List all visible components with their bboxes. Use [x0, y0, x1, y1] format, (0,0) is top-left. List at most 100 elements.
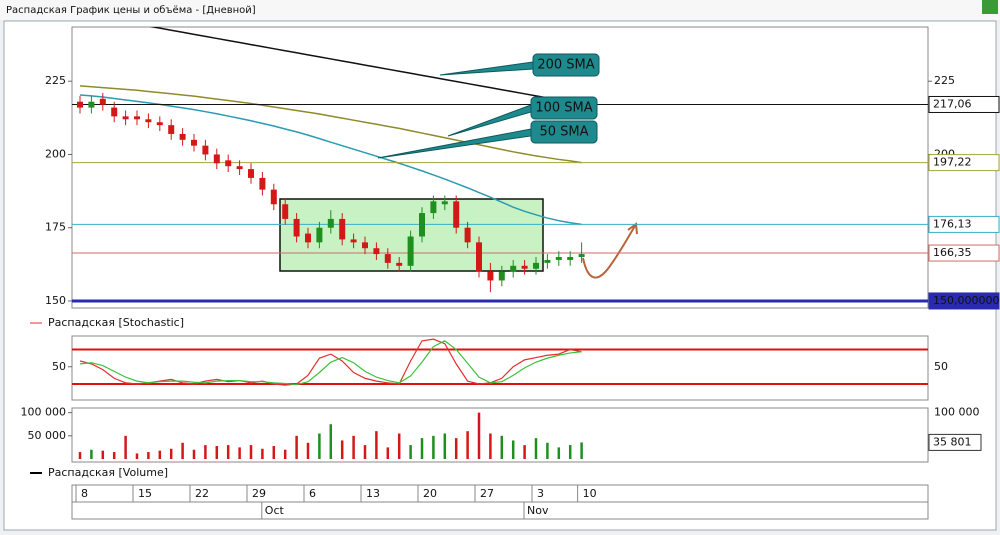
volume-bar: [557, 447, 561, 459]
level-label: 217,06: [933, 97, 972, 110]
level-label: 197,22: [933, 156, 972, 169]
volume-bar: [511, 440, 515, 459]
volume-bar: [318, 433, 321, 459]
candle-body: [156, 122, 163, 126]
candle-body: [464, 227, 471, 243]
volume-bar: [466, 431, 469, 459]
candle-body: [236, 166, 243, 170]
callout-label: 200 SMA: [537, 58, 594, 73]
volume-bar: [397, 433, 401, 459]
candle-body: [555, 257, 562, 260]
volume-bar: [124, 435, 127, 459]
candle-body: [270, 189, 277, 205]
volume-bar: [477, 412, 481, 459]
title-bar: [0, 0, 1000, 20]
sma-line: [149, 27, 582, 106]
volume-bar: [375, 431, 378, 459]
callout-label: 50 SMA: [539, 125, 588, 140]
volume-bar: [443, 433, 447, 459]
candle-body: [373, 248, 380, 255]
volume-bar: [580, 442, 583, 459]
callout-box: [530, 120, 598, 144]
candle-body: [213, 154, 220, 164]
candle-body: [396, 262, 403, 266]
x-tick-label: 8: [81, 487, 88, 500]
y-tick-label: 150: [45, 294, 66, 307]
level-box: [928, 215, 1000, 233]
y-tick-label: 175: [45, 221, 66, 234]
volume-bar: [249, 445, 253, 459]
candle-body: [259, 177, 266, 190]
volume-bar: [489, 433, 492, 459]
x-tick-label: 10: [583, 487, 597, 500]
level-box: [928, 154, 1000, 172]
volume-bar: [238, 447, 241, 459]
volume-bar: [306, 442, 310, 459]
candle-body: [521, 265, 528, 269]
candle-body: [567, 257, 574, 260]
x-tick-label: 29: [252, 487, 266, 500]
month-label: Nov: [527, 504, 549, 517]
level-box: [928, 244, 1000, 262]
y-tick-label: 200: [45, 147, 66, 160]
candle-body: [316, 227, 323, 243]
candle-body: [384, 254, 391, 263]
y-tick-label: 225: [45, 74, 66, 87]
window-icon[interactable]: [982, 0, 998, 14]
volume-bar: [215, 446, 219, 459]
level-label: 150,000000: [933, 294, 999, 307]
candle-body: [533, 262, 539, 269]
callout-box: [530, 96, 598, 120]
volume-bar: [409, 445, 412, 459]
candle-body: [339, 218, 346, 240]
volume-bar: [568, 445, 572, 459]
volume-bar: [500, 435, 504, 459]
volume-bar: [147, 452, 150, 459]
candle-body: [510, 265, 517, 272]
volume-bar: [261, 448, 264, 459]
volume-bar: [192, 449, 196, 459]
candle-body: [99, 98, 106, 105]
window-title: Распадская График цены и объёма - [Дневн…: [6, 5, 256, 16]
x-tick-label: 20: [423, 487, 437, 500]
volume-bar: [546, 442, 549, 459]
candle-body: [111, 107, 118, 117]
candle-body: [248, 169, 254, 178]
volume-bar: [181, 442, 184, 459]
candle-body: [419, 213, 425, 237]
x-tick-label: 27: [480, 487, 494, 500]
stochastic-legend: Распадская [Stochastic]: [48, 316, 184, 329]
volume-bar: [135, 453, 139, 459]
level-label: 35 801: [933, 435, 972, 448]
volume-bar: [432, 435, 435, 459]
level-box: [928, 95, 1000, 113]
volume-bar: [352, 435, 355, 459]
x-tick-label: 15: [138, 487, 152, 500]
volume-bar: [90, 449, 93, 459]
volume-bar: [523, 445, 526, 459]
candle-body: [293, 218, 300, 237]
x-tick-label: 6: [309, 487, 316, 500]
month-label: Oct: [265, 504, 285, 517]
candle-body: [362, 242, 368, 249]
x-tick-label: 13: [366, 487, 380, 500]
candle-body: [441, 201, 448, 205]
volume-bar: [78, 452, 82, 459]
candle-body: [350, 239, 357, 243]
volume-bar: [226, 445, 230, 459]
volume-bar: [534, 438, 538, 459]
x-tick-label: 3: [537, 487, 544, 500]
sma-line: [79, 85, 582, 164]
candle-body: [544, 259, 551, 263]
candle-body: [476, 242, 482, 272]
candle-body: [77, 101, 83, 108]
volume-bar: [363, 445, 367, 459]
candle-body: [430, 201, 437, 214]
candle-body: [88, 101, 95, 108]
stochastic-line: [79, 338, 582, 386]
candle-body: [202, 145, 209, 155]
stochastic-panel: [71, 335, 929, 401]
stochastic-line: [79, 340, 582, 386]
